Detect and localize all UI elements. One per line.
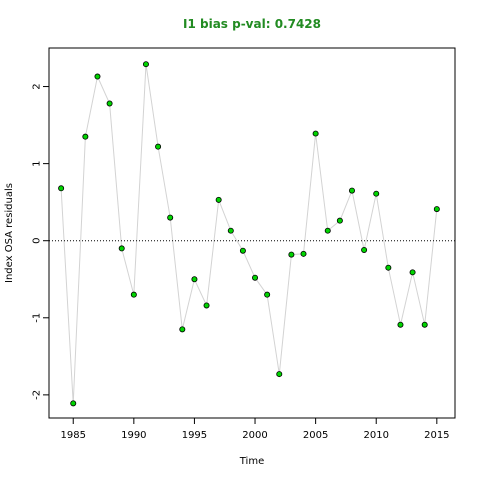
data-point [155, 143, 162, 150]
data-point [167, 214, 174, 221]
data-point [70, 400, 77, 407]
data-point [179, 326, 186, 333]
data-point [142, 61, 149, 68]
data-point [409, 269, 416, 276]
data-point [324, 227, 331, 234]
data-point [106, 100, 113, 107]
data-point [227, 227, 234, 234]
chart-title: I1 bias p-val: 0.7428 [183, 17, 321, 31]
y-tick-label: -2 [32, 390, 43, 400]
plot-area: 1985 1990 1995 2000 2005 2010 2015 -2 -1 0 1 2 [32, 47, 456, 441]
x-tick-label: 2000 [242, 430, 267, 441]
data-point [397, 321, 404, 328]
data-point [348, 187, 355, 194]
data-point [239, 247, 246, 254]
data-point [264, 291, 271, 298]
x-axis-label: Time [239, 456, 264, 467]
data-point [433, 206, 440, 213]
x-tick-label: 2010 [363, 430, 388, 441]
x-tick-label: 1985 [61, 430, 86, 441]
data-point [300, 250, 307, 257]
data-point [252, 274, 259, 281]
x-tick-label: 1990 [121, 430, 146, 441]
x-tick-label: 2005 [303, 430, 328, 441]
data-point [215, 196, 222, 203]
series-line [60, 64, 438, 404]
y-axis-label: Index OSA residuals [4, 183, 15, 283]
data-point [82, 133, 89, 140]
data-point [312, 130, 319, 137]
data-point [421, 321, 428, 328]
x-tick-label: 1995 [182, 430, 207, 441]
data-point [288, 251, 295, 258]
data-point [94, 73, 101, 80]
plot-frame [48, 47, 456, 419]
y-tick-label: 0 [32, 238, 43, 244]
data-point [276, 371, 283, 378]
data-point [58, 185, 65, 192]
y-tick-label: 1 [32, 160, 43, 166]
y-tick-label: 2 [32, 83, 43, 89]
data-point [385, 264, 392, 271]
x-tick-label: 2015 [424, 430, 449, 441]
data-point [373, 190, 380, 197]
data-point [118, 245, 125, 252]
data-point [130, 291, 137, 298]
data-point [336, 217, 343, 224]
y-tick-label: -1 [32, 313, 43, 323]
data-point [361, 246, 368, 253]
data-point [203, 302, 210, 309]
data-point [191, 276, 198, 283]
